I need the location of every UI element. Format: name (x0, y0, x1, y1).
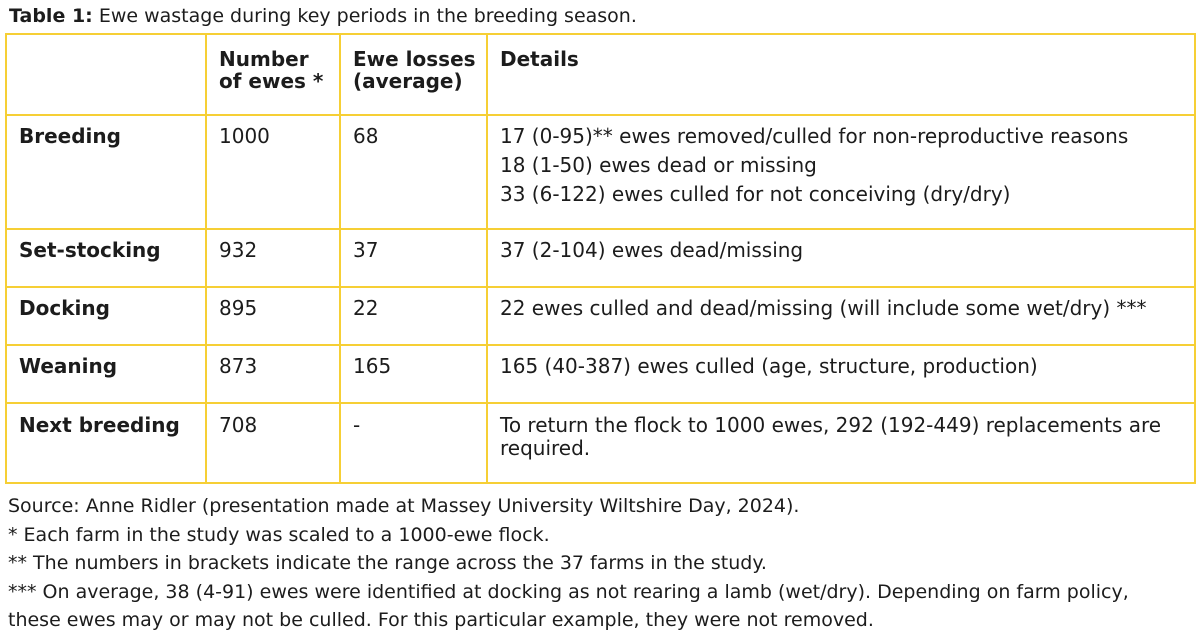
row-details: 165 (40-387) ewes culled (age, structure… (486, 344, 1196, 404)
detail-line: 165 (40-387) ewes culled (age, structure… (500, 354, 1038, 378)
row-period: Breeding (5, 114, 207, 230)
row-period: Docking (5, 286, 207, 346)
table-caption: Table 1: Ewe wastage during key periods … (9, 3, 637, 29)
table-notes: Source: Anne Ridler (presentation made a… (8, 492, 1194, 635)
header-details: Details (486, 33, 1196, 116)
header-number-of-ewes: Number of ewes * (205, 33, 341, 116)
detail-line: 18 (1-50) ewes dead or missing (500, 153, 817, 177)
row-ewe-losses: 165 (339, 344, 488, 404)
caption-text: Ewe wastage during key periods in the br… (98, 5, 637, 27)
header-number-of-ewes-line1: Number (219, 47, 309, 71)
table-row: Breeding 1000 68 17 (0-95)** ewes remove… (5, 114, 1196, 230)
footnote-1: * Each farm in the study was scaled to a… (8, 523, 550, 546)
row-ewe-losses: 22 (339, 286, 488, 346)
table-row: Docking 895 22 22 ewes culled and dead/m… (5, 286, 1196, 346)
footnote-3-line2: these ewes may or may not be culled. For… (8, 609, 874, 631)
row-number-of-ewes: 1000 (205, 114, 341, 230)
detail-line: 37 (2-104) ewes dead/missing (500, 238, 804, 262)
row-period: Weaning (5, 344, 207, 404)
row-details: 22 ewes culled and dead/missing (will in… (486, 286, 1196, 346)
row-ewe-losses: 68 (339, 114, 488, 230)
table-row: Set-stocking 932 37 37 (2-104) ewes dead… (5, 228, 1196, 288)
header-ewe-losses-line1: Ewe losses (353, 47, 476, 71)
row-number-of-ewes: 708 (205, 402, 341, 484)
row-details: 17 (0-95)** ewes removed/culled for non-… (486, 114, 1196, 230)
caption-lead: Table 1: (9, 5, 93, 27)
row-details: 37 (2-104) ewes dead/missing (486, 228, 1196, 288)
row-details: To return the flock to 1000 ewes, 292 (1… (486, 402, 1196, 484)
header-ewe-losses: Ewe losses (average) (339, 33, 488, 116)
header-ewe-losses-line2: (average) (353, 69, 463, 93)
detail-line: 17 (0-95)** ewes removed/culled for non-… (500, 124, 1129, 148)
source-note: Source: Anne Ridler (presentation made a… (8, 495, 800, 517)
table-header-row: Number of ewes * Ewe losses (average) De… (5, 33, 1196, 116)
detail-line: To return the flock to 1000 ewes, 292 (1… (500, 413, 1162, 460)
ewe-wastage-table: Number of ewes * Ewe losses (average) De… (5, 33, 1196, 484)
row-ewe-losses: 37 (339, 228, 488, 288)
footnote-3-line1: *** On average, 38 (4-91) ewes were iden… (8, 580, 1129, 603)
table-row: Weaning 873 165 165 (40-387) ewes culled… (5, 344, 1196, 404)
header-number-of-ewes-line2: of ewes * (219, 69, 324, 93)
header-period (5, 33, 207, 116)
row-number-of-ewes: 895 (205, 286, 341, 346)
row-period: Set-stocking (5, 228, 207, 288)
row-number-of-ewes: 873 (205, 344, 341, 404)
detail-line: 22 ewes culled and dead/missing (will in… (500, 296, 1147, 320)
detail-line: 33 (6-122) ewes culled for not conceivin… (500, 182, 1011, 206)
row-period: Next breeding (5, 402, 207, 484)
row-number-of-ewes: 932 (205, 228, 341, 288)
table-row: Next breeding 708 - To return the flock … (5, 402, 1196, 484)
row-ewe-losses: - (339, 402, 488, 484)
footnote-2: ** The numbers in brackets indicate the … (8, 552, 767, 574)
